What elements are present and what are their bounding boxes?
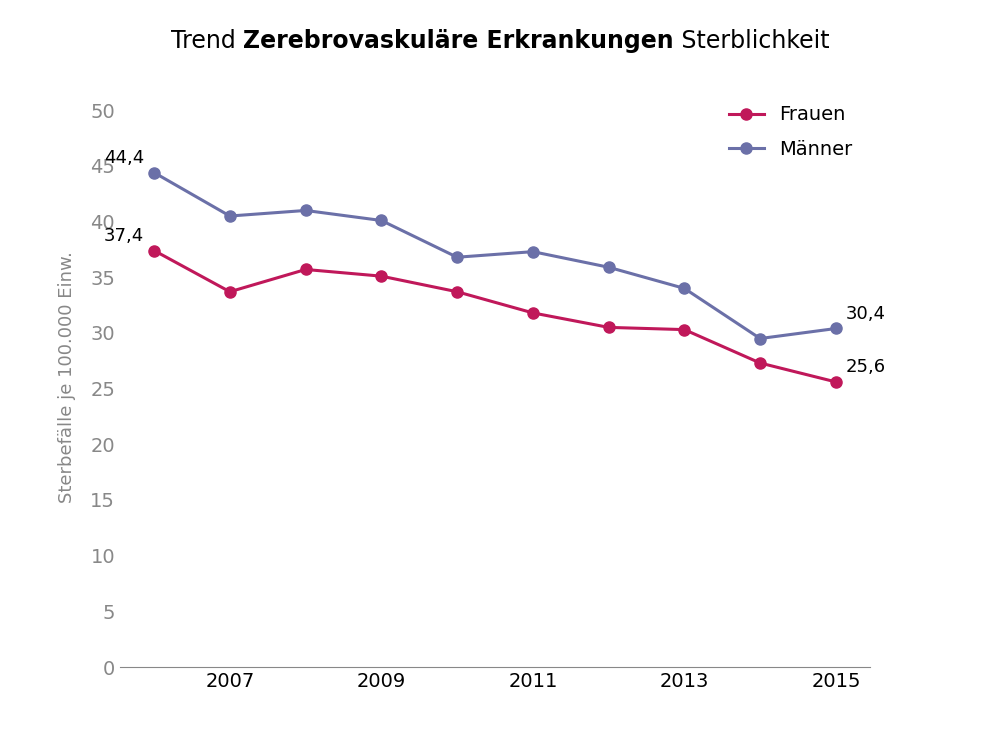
Text: 44,4: 44,4 xyxy=(104,149,144,167)
Y-axis label: Sterbefälle je 100.000 Einw.: Sterbefälle je 100.000 Einw. xyxy=(58,251,76,504)
Text: Sterblichkeit: Sterblichkeit xyxy=(674,29,829,54)
Text: Zerebrovaskuläre Erkrankungen: Zerebrovaskuläre Erkrankungen xyxy=(243,29,674,54)
Text: 25,6: 25,6 xyxy=(846,358,886,376)
Text: Trend: Trend xyxy=(171,29,243,54)
Text: 37,4: 37,4 xyxy=(104,227,144,245)
Text: 30,4: 30,4 xyxy=(846,305,886,323)
Legend: Frauen, Männer: Frauen, Männer xyxy=(721,97,860,167)
